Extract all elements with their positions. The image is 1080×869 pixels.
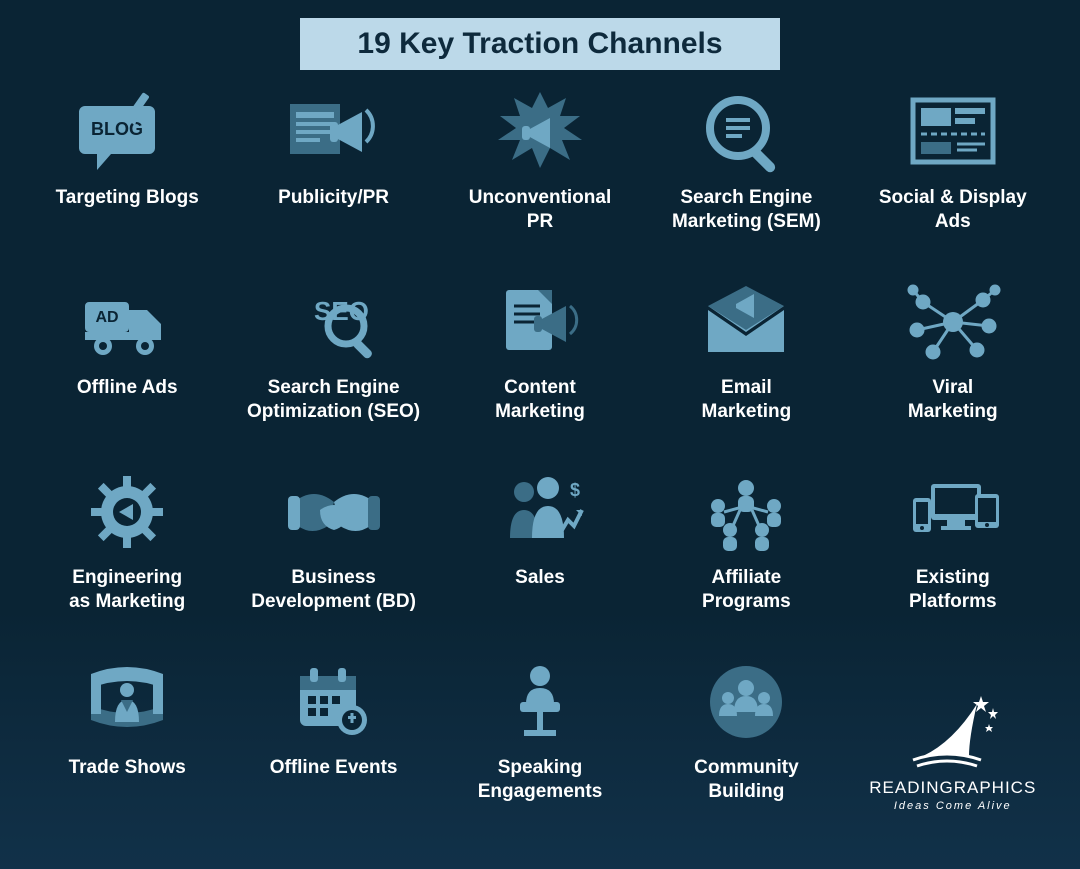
bd-icon — [259, 462, 409, 562]
channel-content: Content Marketing — [443, 272, 637, 458]
brand-logo: READINGRAPHICS Ideas Come Alive — [856, 652, 1050, 838]
display-ads-icon — [878, 82, 1028, 182]
channel-label: Publicity/PR — [278, 186, 389, 210]
channel-community: Community Building — [649, 652, 843, 838]
channel-label: Offline Events — [270, 756, 398, 780]
channel-viral: Viral Marketing — [856, 272, 1050, 458]
blog-icon — [52, 82, 202, 182]
channel-publicity: Publicity/PR — [236, 82, 430, 268]
channel-email: Email Marketing — [649, 272, 843, 458]
channels-grid: Targeting Blogs Publicity/PR Unconventiona… — [0, 70, 1080, 838]
channel-trade-shows: Trade Shows — [30, 652, 224, 838]
channel-label: Sales — [515, 566, 565, 590]
community-icon — [671, 652, 821, 752]
trade-shows-icon — [52, 652, 202, 752]
channel-label: Speaking Engagements — [478, 756, 603, 804]
channel-engineering: Engineering as Marketing — [30, 462, 224, 648]
sales-icon — [465, 462, 615, 562]
channel-offline-ads: Offline Ads — [30, 272, 224, 458]
platforms-icon — [878, 462, 1028, 562]
channel-label: Search Engine Marketing (SEM) — [672, 186, 821, 234]
engineering-icon — [52, 462, 202, 562]
channel-label: Engineering as Marketing — [69, 566, 185, 614]
channel-label: Email Marketing — [702, 376, 792, 424]
channel-unconventional: Unconventional PR — [443, 82, 637, 268]
channel-label: Search Engine Optimization (SEO) — [247, 376, 420, 424]
page-title: 19 Key Traction Channels — [357, 27, 722, 61]
channel-label: Social & Display Ads — [879, 186, 1027, 234]
channel-offline-events: Offline Events — [236, 652, 430, 838]
channel-sem: Search Engine Marketing (SEM) — [649, 82, 843, 268]
unconventional-icon — [465, 82, 615, 182]
channel-label: Trade Shows — [69, 756, 186, 780]
affiliate-icon — [671, 462, 821, 562]
offline-ads-icon — [52, 272, 202, 372]
viral-icon — [878, 272, 1028, 372]
speaking-icon — [465, 652, 615, 752]
logo-tagline: Ideas Come Alive — [894, 800, 1012, 812]
sem-icon — [671, 82, 821, 182]
channel-label: Unconventional PR — [469, 186, 612, 234]
seo-icon — [259, 272, 409, 372]
channel-label: Community Building — [694, 756, 799, 804]
channel-label: Targeting Blogs — [56, 186, 199, 210]
readingraphics-logo-icon — [883, 678, 1023, 778]
channel-seo: Search Engine Optimization (SEO) — [236, 272, 430, 458]
offline-events-icon — [259, 652, 409, 752]
channel-label: Content Marketing — [495, 376, 585, 424]
publicity-icon — [259, 82, 409, 182]
channel-label: Affiliate Programs — [702, 566, 791, 614]
channel-blog: Targeting Blogs — [30, 82, 224, 268]
content-icon — [465, 272, 615, 372]
logo-name: READINGRAPHICS — [869, 778, 1036, 798]
email-icon — [671, 272, 821, 372]
channel-speaking: Speaking Engagements — [443, 652, 637, 838]
channel-label: Offline Ads — [77, 376, 178, 400]
channel-affiliate: Affiliate Programs — [649, 462, 843, 648]
channel-label: Existing Platforms — [909, 566, 997, 614]
channel-platforms: Existing Platforms — [856, 462, 1050, 648]
title-bar: 19 Key Traction Channels — [300, 18, 780, 70]
channel-label: Business Development (BD) — [251, 566, 416, 614]
channel-bd: Business Development (BD) — [236, 462, 430, 648]
channel-display-ads: Social & Display Ads — [856, 82, 1050, 268]
channel-sales: Sales — [443, 462, 637, 648]
channel-label: Viral Marketing — [908, 376, 998, 424]
